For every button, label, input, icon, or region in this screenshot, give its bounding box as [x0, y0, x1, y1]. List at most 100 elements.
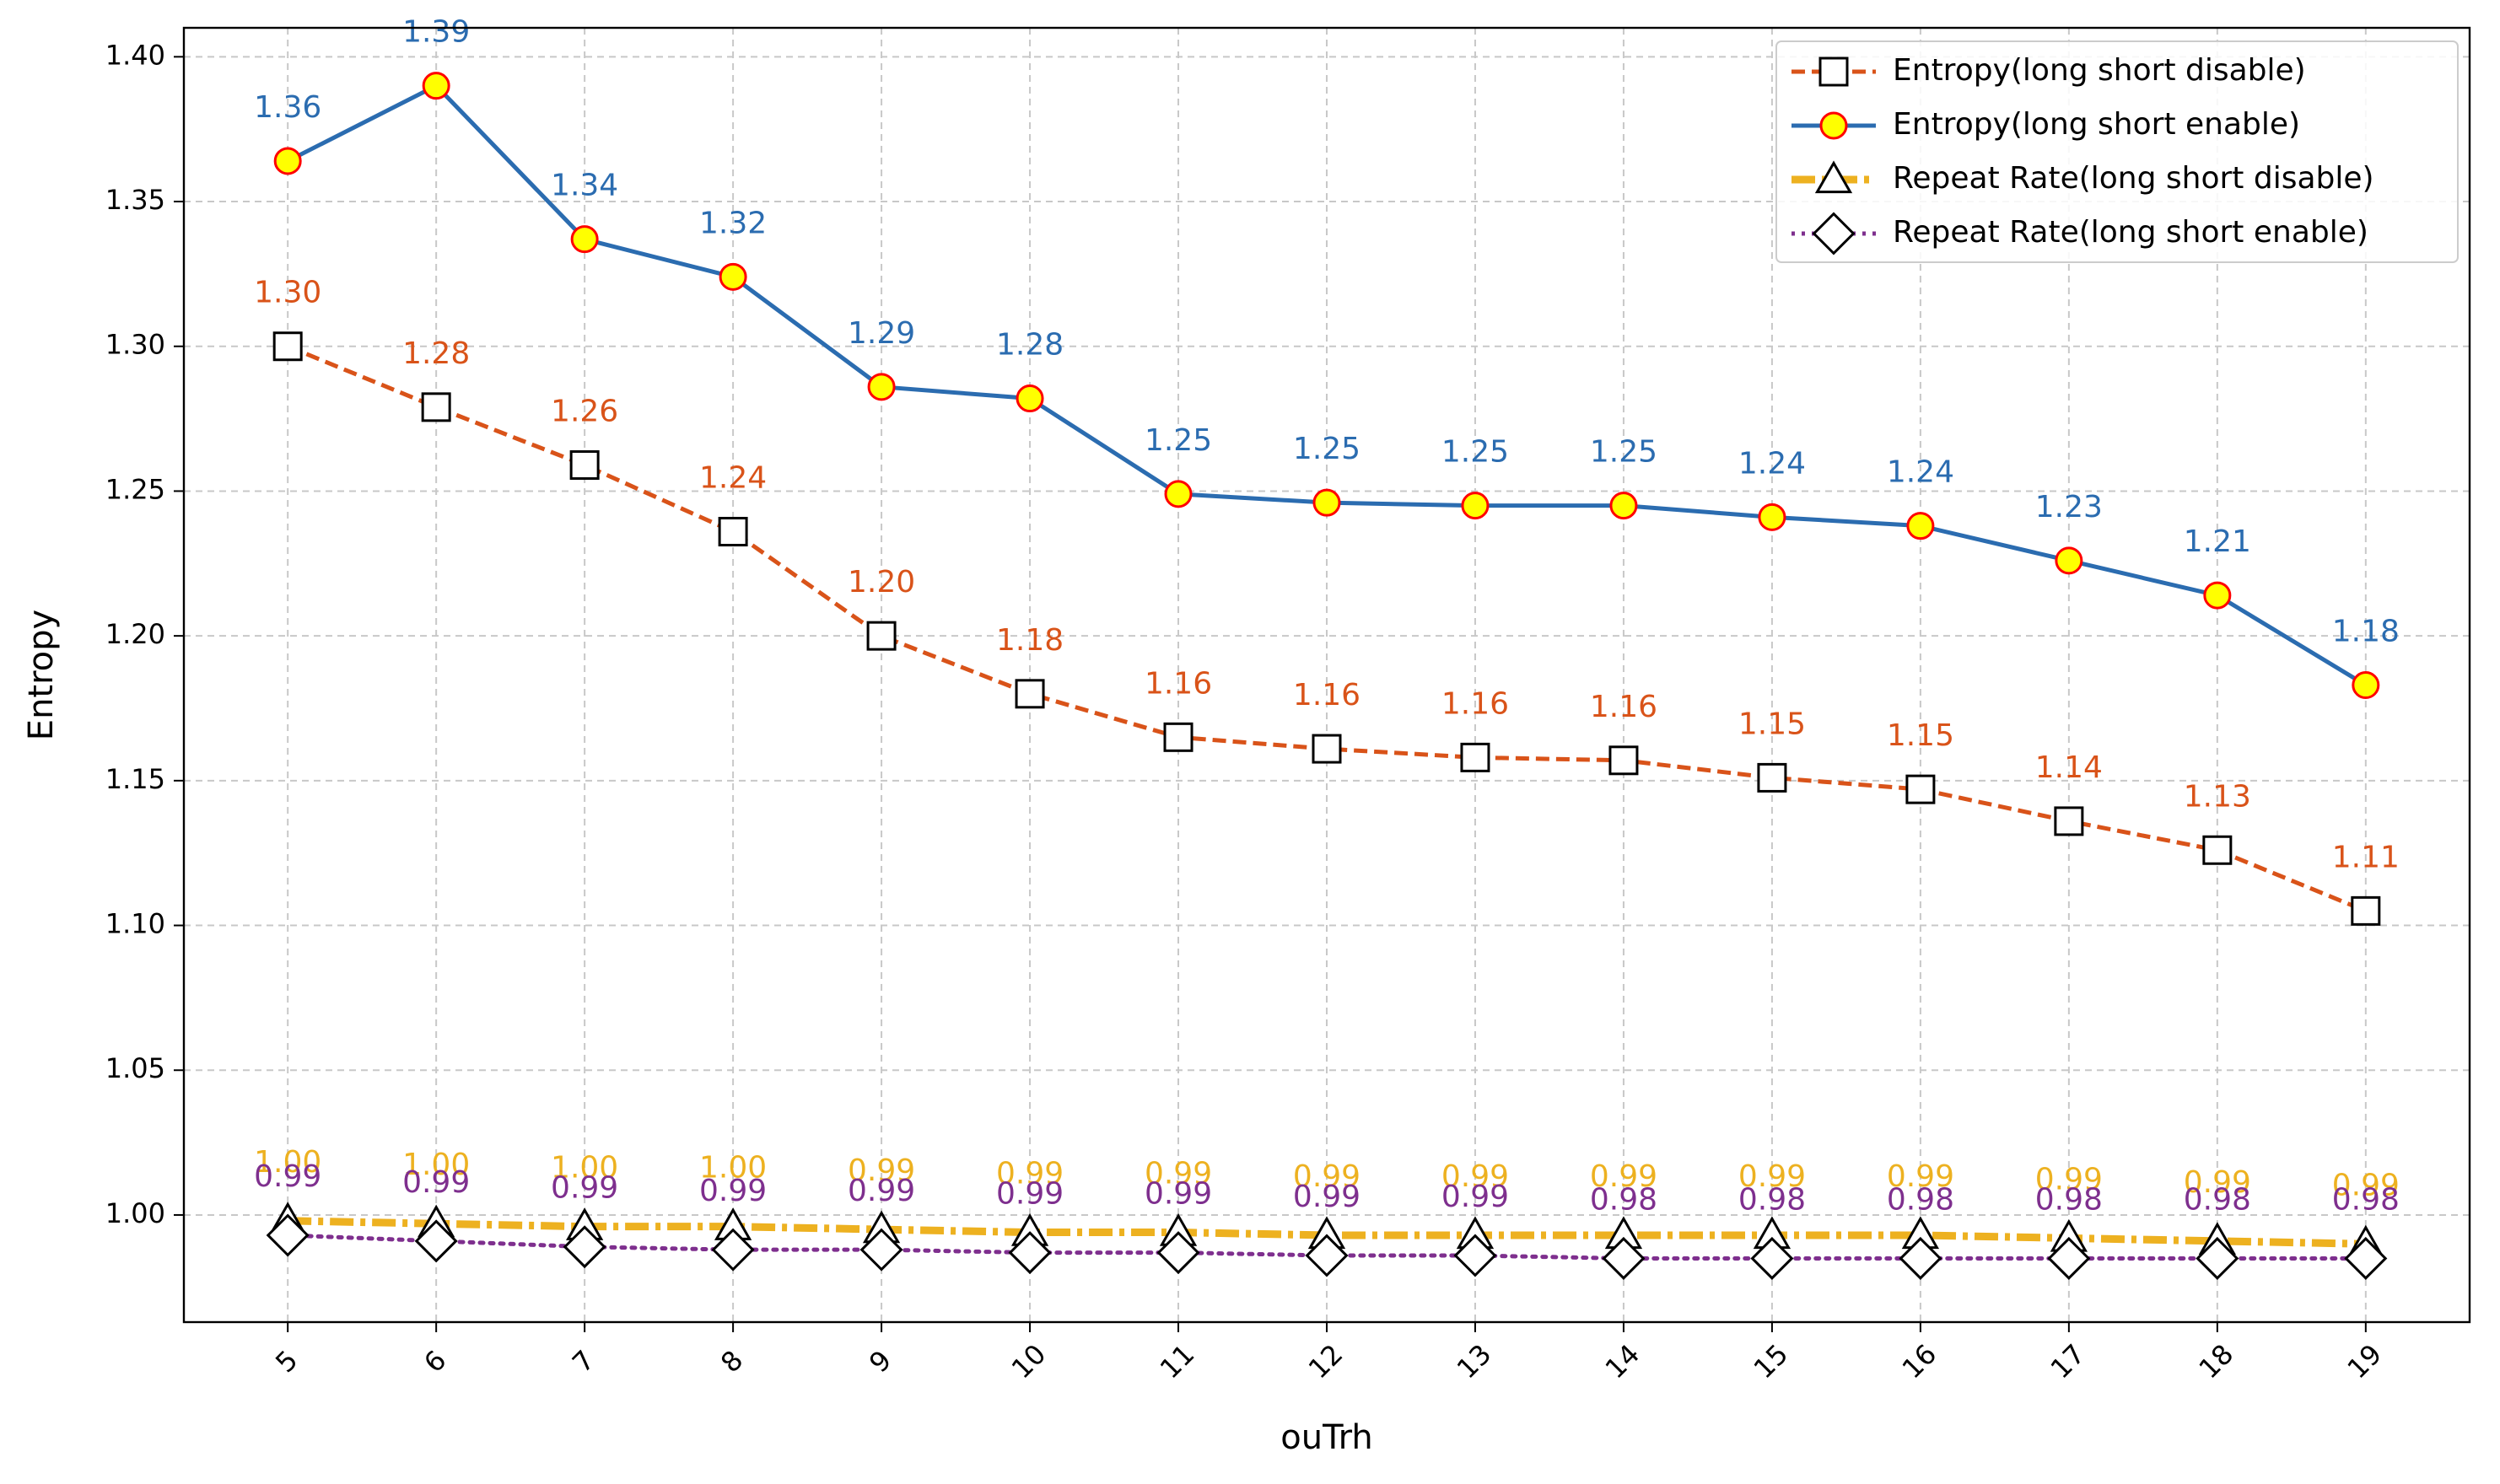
data-label: 1.15 — [1738, 707, 1806, 741]
y-tick-label: 1.15 — [105, 763, 165, 795]
data-label: 1.11 — [2332, 840, 2400, 874]
data-label: 0.99 — [551, 1171, 618, 1206]
data-point-marker — [266, 1213, 310, 1257]
data-point-marker — [867, 373, 896, 401]
data-label: 1.25 — [1145, 423, 1212, 458]
legend-marker — [1819, 111, 1848, 140]
data-label: 0.98 — [2332, 1182, 2400, 1217]
data-point-marker — [1163, 722, 1193, 752]
series-markers — [266, 72, 2388, 1280]
data-label: 1.23 — [2035, 490, 2103, 524]
data-point-marker — [1015, 679, 1045, 709]
data-label: 1.39 — [402, 15, 470, 50]
y-tick-label: 1.25 — [105, 473, 165, 505]
data-label: 0.99 — [1145, 1177, 1212, 1212]
data-point-marker — [1608, 745, 1639, 776]
data-label: 1.30 — [254, 276, 321, 310]
data-label: 0.99 — [1145, 1157, 1212, 1191]
data-point-marker — [1008, 1231, 1052, 1275]
data-point-marker — [1609, 492, 1638, 520]
series-line-3 — [288, 1217, 2366, 1248]
data-label: 0.99 — [848, 1174, 915, 1208]
data-point-marker — [1750, 1236, 1794, 1280]
data-label: 1.16 — [1145, 666, 1212, 701]
data-label: 1.28 — [996, 328, 1064, 363]
data-label: 0.99 — [996, 1157, 1064, 1191]
data-label: 0.98 — [1887, 1182, 1954, 1217]
data-label: 1.36 — [254, 90, 321, 125]
y-axis-title: Entropy — [22, 610, 61, 740]
data-point-marker — [1461, 492, 1490, 520]
data-label: 1.14 — [2035, 750, 2103, 785]
data-point-marker — [1758, 503, 1786, 531]
data-point-marker — [2203, 581, 2232, 610]
series-line-4 — [285, 1233, 2368, 1261]
data-label: 1.25 — [1590, 435, 1657, 470]
data-label: 1.24 — [1738, 446, 1806, 481]
data-label: 0.99 — [1590, 1159, 1657, 1194]
data-label: 1.20 — [848, 565, 915, 600]
data-label: 0.99 — [1293, 1180, 1360, 1214]
data-label: 1.32 — [699, 206, 767, 240]
data-point-marker — [711, 1228, 755, 1272]
data-point-marker — [1164, 480, 1193, 508]
data-label: 0.99 — [1738, 1159, 1806, 1194]
legend-marker — [1818, 56, 1849, 87]
y-tick-label: 1.35 — [105, 184, 165, 216]
y-tick-label: 1.05 — [105, 1052, 165, 1084]
data-label: 0.99 — [2035, 1162, 2103, 1196]
data-label: 1.28 — [402, 336, 470, 371]
data-label: 1.16 — [1441, 686, 1509, 721]
data-label: 1.16 — [1293, 678, 1360, 712]
data-label: 0.99 — [2332, 1168, 2400, 1202]
data-label: 1.13 — [2184, 779, 2251, 814]
data-point-marker — [570, 225, 599, 254]
data-point-marker — [1906, 512, 1935, 540]
data-point-marker — [1312, 734, 1342, 764]
data-point-marker — [2055, 546, 2083, 575]
data-label: 1.24 — [1887, 455, 1954, 490]
data-label: 0.99 — [402, 1165, 470, 1200]
data-point-marker — [272, 331, 303, 362]
x-axis-title: ouTrh — [1280, 1418, 1372, 1457]
data-label: 1.00 — [254, 1145, 321, 1180]
y-tick-label: 1.40 — [105, 39, 165, 71]
data-point-marker — [1460, 742, 1490, 772]
data-point-marker — [1016, 384, 1044, 413]
data-point-marker — [859, 1228, 903, 1272]
data-label: 1.24 — [699, 461, 767, 496]
legend: Entropy(long short disable) Entropy(long … — [1775, 40, 2459, 263]
data-label: 1.00 — [699, 1151, 767, 1186]
data-label: 0.99 — [699, 1174, 767, 1208]
data-label: 1.25 — [1441, 435, 1509, 470]
data-label: 0.98 — [2184, 1182, 2251, 1217]
data-label: 0.98 — [2035, 1182, 2103, 1217]
data-label: 0.99 — [1887, 1159, 1954, 1194]
data-label: 0.99 — [1293, 1159, 1360, 1194]
data-point-marker — [421, 392, 451, 422]
data-label: 1.26 — [551, 395, 618, 429]
data-label: 0.99 — [1441, 1180, 1509, 1214]
data-point-marker — [719, 262, 747, 291]
y-tick-label: 1.00 — [105, 1197, 165, 1229]
data-label: 0.98 — [1738, 1182, 1806, 1217]
data-label: 1.00 — [402, 1148, 470, 1182]
legend-entry: Repeat Rate(long short enable) — [1893, 215, 2368, 250]
data-label: 1.25 — [1293, 432, 1360, 466]
data-label: 1.18 — [996, 623, 1064, 658]
data-label: 0.98 — [1590, 1182, 1657, 1217]
data-point-marker — [2047, 1236, 2091, 1280]
y-tick-label: 1.30 — [105, 329, 165, 361]
data-point-marker — [273, 147, 302, 175]
data-point-marker — [569, 450, 600, 481]
data-point-marker — [563, 1225, 606, 1269]
data-point-marker — [2196, 1236, 2239, 1280]
data-label: 0.99 — [848, 1153, 915, 1188]
data-label: 1.21 — [2184, 524, 2251, 559]
data-point-marker — [1602, 1236, 1646, 1280]
legend-entry: Entropy(long short enable) — [1893, 107, 2300, 142]
data-point-marker — [2352, 671, 2380, 700]
data-label: 1.00 — [551, 1151, 618, 1186]
data-point-marker — [866, 621, 897, 651]
legend-entry: Entropy(long short disable) — [1893, 53, 2306, 88]
